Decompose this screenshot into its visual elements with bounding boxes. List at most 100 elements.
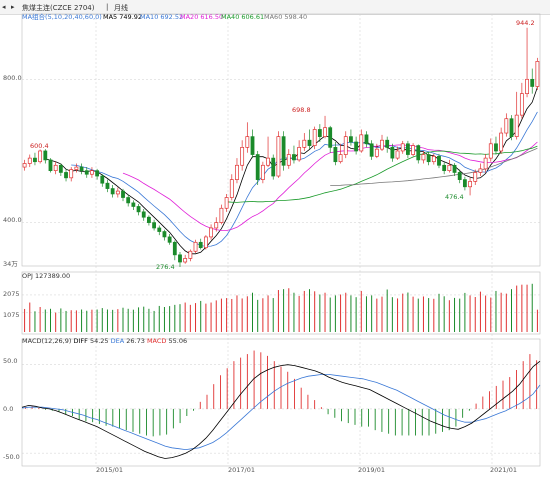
candle (488, 138, 493, 162)
diff-line (21, 360, 541, 459)
candle (271, 154, 276, 180)
candle (38, 149, 43, 164)
candle (431, 153, 436, 165)
arrow-right-icon[interactable]: ▸ (11, 3, 15, 11)
candle-body (380, 139, 384, 150)
candle (297, 140, 302, 162)
candle-body (178, 254, 182, 263)
x-tick-2017: 2017/01 (228, 466, 255, 474)
candle-body (431, 155, 436, 163)
period-selector[interactable]: 月线 (114, 4, 128, 12)
macd-series (21, 350, 541, 459)
candle-body (468, 181, 472, 188)
candle (385, 136, 390, 153)
ma10-line (71, 111, 538, 247)
candle-body (292, 154, 296, 161)
candle-body (452, 164, 457, 173)
candle-body (349, 136, 353, 143)
candle-body (317, 129, 322, 137)
instrument-title[interactable]: 焦煤主连(CZCE 2704) (22, 4, 95, 12)
candle-body (235, 164, 239, 180)
candle (235, 158, 239, 184)
candle-body (483, 157, 488, 170)
ma40-legend: MA40 606.61 (221, 13, 264, 21)
candle (312, 126, 317, 150)
candle-body (338, 154, 343, 163)
candle (317, 124, 322, 142)
candle-body (333, 147, 338, 163)
candle-body (79, 166, 84, 172)
candle-body (209, 227, 213, 238)
candle-body (74, 166, 79, 170)
candle-body (535, 61, 540, 87)
candle (178, 251, 182, 268)
candle (374, 143, 379, 159)
candle (535, 57, 540, 91)
candle-body (406, 143, 410, 155)
candle (219, 204, 224, 225)
candle (519, 82, 524, 119)
candle-body (514, 114, 519, 137)
candle (457, 169, 462, 184)
candle (395, 146, 400, 160)
pane-frame (21, 13, 541, 267)
candle-body (297, 147, 302, 161)
annotation-600-4: 600.4 (30, 142, 49, 150)
candle (209, 224, 213, 240)
x-tick-2015: 2015/01 (96, 466, 123, 474)
candle-body (312, 129, 317, 146)
candle (292, 145, 296, 164)
candle (286, 149, 291, 169)
candle-body (43, 150, 48, 161)
candle (447, 159, 452, 173)
candle (266, 136, 270, 168)
candle-body (488, 143, 493, 159)
candle-body (198, 241, 203, 249)
candle-body (58, 164, 63, 173)
candle (152, 219, 156, 231)
annotation-698-8: 698.8 (292, 106, 311, 114)
candle (167, 234, 172, 245)
candle-body (115, 190, 120, 195)
candle-body (33, 157, 37, 163)
candle (126, 194, 131, 207)
candle (462, 176, 467, 191)
candle-body (240, 147, 245, 166)
macd-legend: MACD(12,26,9) DIFF 54.25 DEA 26.73 MACD … (22, 337, 187, 345)
candle (141, 208, 146, 221)
pane-frame (21, 271, 541, 335)
macd-tick-50: 50.0 (3, 357, 17, 365)
ma60-line (330, 147, 538, 186)
candle-body (69, 169, 74, 179)
candle-body (136, 206, 141, 213)
candle (58, 163, 63, 177)
candle (27, 154, 32, 168)
candle (437, 153, 441, 169)
candle-body (27, 157, 32, 164)
candle-body (84, 170, 89, 175)
candle-body (203, 236, 208, 249)
ma5-legend: MA5 749.92 (103, 13, 142, 21)
candle (136, 203, 141, 216)
candle (333, 142, 338, 166)
candle (323, 115, 327, 139)
candle (224, 193, 229, 212)
arrow-left-icon[interactable]: ◂ (2, 3, 6, 11)
candle-body (110, 188, 115, 195)
grid-lines (21, 13, 541, 467)
candle (121, 188, 125, 202)
candle-body (147, 216, 151, 223)
candle-body (447, 164, 452, 172)
candle (359, 129, 364, 153)
candle (203, 235, 208, 250)
annotation-276-4: 276.4 (156, 263, 175, 271)
candle (483, 153, 488, 173)
candle-body (519, 93, 524, 116)
candle (504, 113, 509, 137)
candle (84, 167, 89, 178)
candle-body (219, 207, 224, 223)
candle-body (250, 136, 255, 155)
candle-body (100, 175, 105, 184)
candle-body (437, 155, 441, 166)
